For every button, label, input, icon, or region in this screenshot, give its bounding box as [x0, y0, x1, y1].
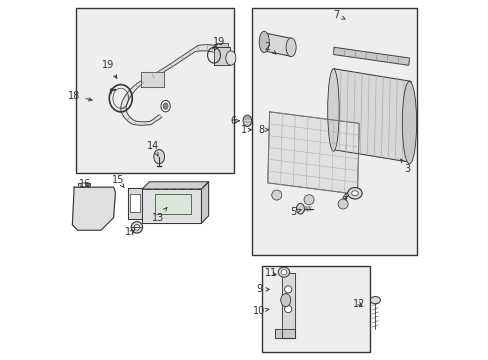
Ellipse shape — [296, 203, 304, 214]
Text: 14: 14 — [146, 141, 159, 156]
Text: 11: 11 — [264, 268, 277, 278]
Text: 1: 1 — [240, 125, 251, 135]
Bar — [251, 8, 416, 255]
Text: 6: 6 — [229, 116, 239, 126]
Text: 3: 3 — [400, 159, 410, 174]
Text: 19: 19 — [213, 37, 225, 50]
Ellipse shape — [284, 286, 291, 293]
Text: 17: 17 — [125, 227, 138, 237]
Text: 5: 5 — [289, 207, 301, 217]
Ellipse shape — [351, 191, 357, 196]
Polygon shape — [140, 72, 163, 87]
Text: 18: 18 — [68, 91, 92, 101]
Ellipse shape — [161, 100, 170, 112]
Ellipse shape — [285, 38, 296, 57]
Ellipse shape — [259, 31, 269, 53]
Ellipse shape — [163, 103, 168, 109]
Ellipse shape — [327, 69, 339, 151]
Ellipse shape — [153, 149, 164, 164]
Text: 4: 4 — [341, 193, 347, 203]
Ellipse shape — [243, 115, 251, 127]
Ellipse shape — [131, 222, 142, 233]
Ellipse shape — [304, 195, 313, 205]
Ellipse shape — [347, 188, 362, 199]
Ellipse shape — [81, 183, 86, 187]
Ellipse shape — [278, 267, 289, 277]
Text: 12: 12 — [352, 299, 365, 309]
Text: 9: 9 — [256, 284, 269, 294]
Polygon shape — [142, 189, 201, 223]
Ellipse shape — [402, 81, 416, 164]
Polygon shape — [332, 69, 410, 162]
Polygon shape — [214, 47, 230, 65]
Ellipse shape — [280, 294, 290, 307]
Text: 10: 10 — [253, 306, 268, 316]
Bar — [155, 194, 190, 214]
Polygon shape — [142, 182, 208, 189]
Polygon shape — [121, 45, 230, 108]
Text: 7: 7 — [332, 10, 345, 20]
Polygon shape — [128, 188, 142, 220]
Polygon shape — [264, 33, 290, 56]
Text: 2: 2 — [264, 42, 276, 54]
Text: 16: 16 — [79, 179, 91, 189]
Text: 8: 8 — [258, 125, 268, 135]
Polygon shape — [78, 183, 89, 187]
Ellipse shape — [225, 51, 235, 65]
Polygon shape — [267, 112, 359, 194]
Bar — [262, 266, 369, 352]
Polygon shape — [274, 329, 294, 338]
Ellipse shape — [281, 270, 286, 275]
Text: 13: 13 — [152, 207, 166, 222]
Polygon shape — [282, 273, 294, 338]
Text: 19: 19 — [102, 60, 117, 78]
Ellipse shape — [369, 297, 380, 304]
Ellipse shape — [284, 306, 291, 313]
Bar — [76, 8, 233, 173]
Polygon shape — [72, 187, 115, 230]
Polygon shape — [333, 47, 408, 65]
Bar — [129, 194, 140, 212]
Ellipse shape — [337, 199, 347, 209]
Polygon shape — [215, 42, 228, 47]
Text: 15: 15 — [112, 175, 124, 188]
Ellipse shape — [134, 225, 140, 230]
Polygon shape — [121, 108, 162, 125]
Ellipse shape — [271, 190, 281, 200]
Polygon shape — [201, 182, 208, 223]
